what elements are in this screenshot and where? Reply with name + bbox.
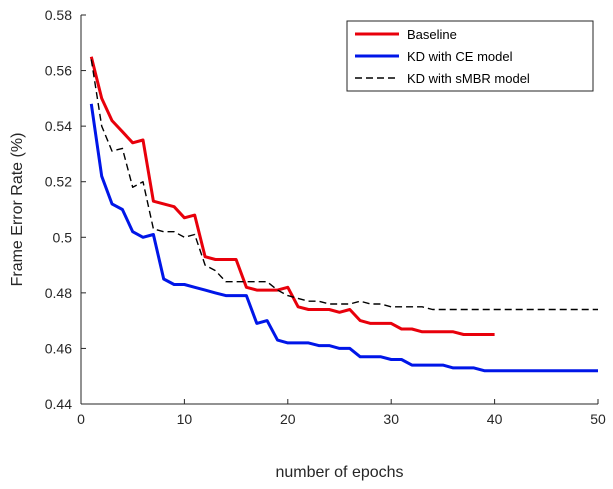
series-layer: [89, 56, 598, 373]
legend: Baseline KD with CE model KD with sMBR mod…: [346, 20, 594, 92]
x-tick-label: 30: [383, 411, 399, 427]
x-tick-label: 20: [280, 411, 296, 427]
axes-layer: 0 10 20 30 40 50 0.44 0.46 0.48 0.5 0.52 0.54 0.56 0.…: [45, 7, 606, 427]
y-tick-label: 0.44: [45, 396, 72, 412]
legend-label-2: KD with CE model: [407, 49, 513, 64]
y-axis-label: Frame Error Rate (%): [9, 133, 26, 287]
y-tick-label: 0.54: [45, 118, 72, 134]
series-line-2: [89, 103, 598, 373]
legend-label-1: Baseline: [407, 27, 457, 42]
series-line-3: [90, 59, 598, 311]
x-tick-label: 40: [487, 411, 503, 427]
y-tick-label: 0.46: [45, 340, 72, 356]
y-tick-label: 0.52: [45, 174, 72, 190]
x-tick-label: 0: [77, 411, 85, 427]
y-tick-label: 0.48: [45, 285, 72, 301]
y-tick-label: 0.5: [53, 229, 73, 245]
x-axis-label: number of epochs: [275, 464, 403, 481]
y-tick-label: 0.56: [45, 63, 72, 79]
x-tick-label: 10: [177, 411, 193, 427]
x-tick-label: 50: [590, 411, 606, 427]
y-tick-label: 0.58: [45, 7, 72, 23]
legend-label-3: KD with sMBR model: [407, 71, 530, 86]
